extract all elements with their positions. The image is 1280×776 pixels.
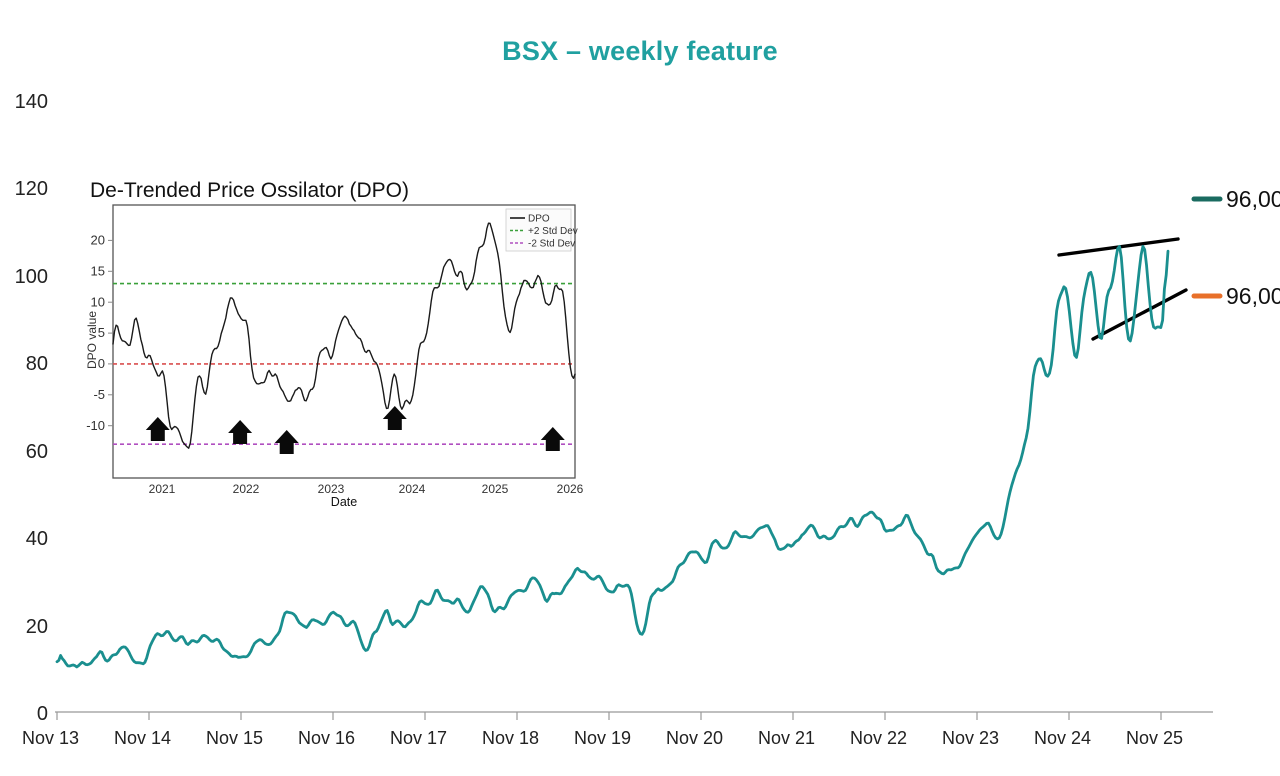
svg-text:2022: 2022 [233,482,260,496]
svg-text:2024: 2024 [399,482,426,496]
svg-text:100: 100 [15,266,48,288]
svg-text:80: 80 [26,353,48,375]
svg-text:140: 140 [15,91,48,113]
svg-text:60: 60 [26,441,48,463]
svg-text:Nov 13: Nov 13 [22,728,79,748]
svg-text:Nov 16: Nov 16 [298,728,355,748]
svg-text:Nov 17: Nov 17 [390,728,447,748]
svg-text:Nov 24: Nov 24 [1034,728,1091,748]
svg-text:40: 40 [26,528,48,550]
svg-text:20: 20 [26,616,48,638]
svg-text:2021: 2021 [149,482,176,496]
svg-text:96,00: 96,00 [1226,283,1280,309]
svg-text:DPO value: DPO value [85,311,99,369]
svg-text:Nov 18: Nov 18 [482,728,539,748]
svg-text:DPO: DPO [528,214,550,225]
svg-text:10: 10 [91,294,105,309]
svg-text:Nov 22: Nov 22 [850,728,907,748]
svg-text:Nov 15: Nov 15 [206,728,263,748]
svg-text:-5: -5 [93,387,105,402]
svg-text:Nov 25: Nov 25 [1126,728,1183,748]
svg-text:Nov 14: Nov 14 [114,728,171,748]
svg-text:2023: 2023 [318,482,345,496]
svg-text:Nov 21: Nov 21 [758,728,815,748]
svg-text:2025: 2025 [482,482,509,496]
svg-text:15: 15 [91,263,105,278]
svg-text:0: 0 [37,703,48,725]
svg-text:+2 Std Dev: +2 Std Dev [528,226,578,237]
svg-text:Nov 23: Nov 23 [942,728,999,748]
svg-text:Nov 20: Nov 20 [666,728,723,748]
svg-text:2026: 2026 [557,482,584,496]
svg-text:96,00: 96,00 [1226,186,1280,212]
svg-text:Nov 19: Nov 19 [574,728,631,748]
svg-text:120: 120 [15,178,48,200]
svg-text:Date: Date [331,495,357,509]
svg-text:20: 20 [91,233,105,248]
svg-text:-2 Std Dev: -2 Std Dev [528,239,575,250]
svg-text:-10: -10 [86,418,105,433]
svg-text:De-Trended Price Ossilator (DP: De-Trended Price Ossilator (DPO) [90,179,409,202]
